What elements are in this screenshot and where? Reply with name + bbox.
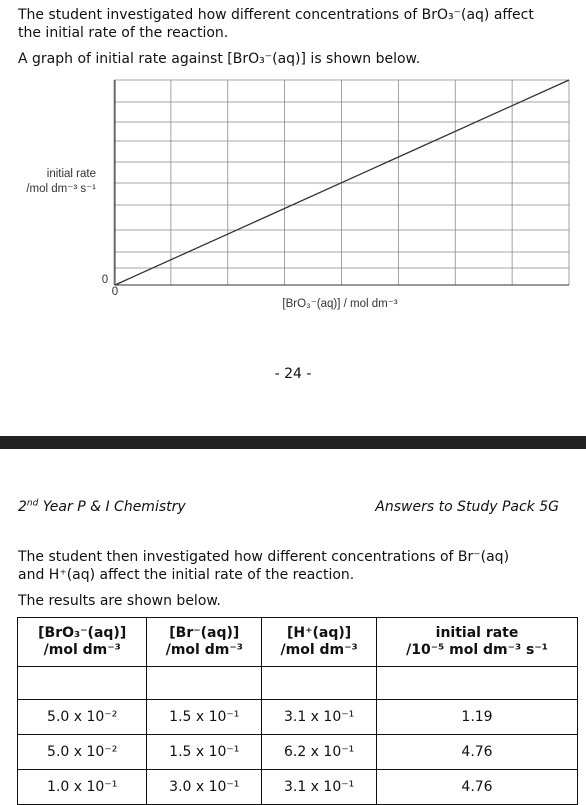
table-row: 1.0 x 10⁻¹ 3.0 x 10⁻¹ 3.1 x 10⁻¹ 4.76 xyxy=(16,769,578,805)
x-origin-label: 0 xyxy=(112,286,118,298)
table-header-row: [BrO₃⁻(aq)]/mol dm⁻³ [Br⁻(aq)]/mol dm⁻³ … xyxy=(16,617,578,667)
header-initial-rate: initial rate/10⁻⁵ mol dm⁻³ s⁻¹ xyxy=(376,617,578,667)
rate-graph: initial rate /mol dm⁻³ s⁻¹ 0 0 [BrO₃⁻(aq… xyxy=(26,79,570,310)
table-cell: 3.0 x 10⁻¹ xyxy=(146,769,263,805)
intro-line-3: A graph of initial rate against [BrO₃⁻(a… xyxy=(18,51,421,67)
running-header-left: 2nd Year P & I Chemistry xyxy=(18,499,186,515)
header-course: Year P & I Chemistry xyxy=(38,499,186,515)
table-cell: 1.5 x 10⁻¹ xyxy=(146,734,263,770)
x-axis-label: [BrO₃⁻(aq)] / mol dm⁻³ xyxy=(282,298,397,310)
table-cell: 1.5 x 10⁻¹ xyxy=(146,699,263,735)
table-cell: 3.1 x 10⁻¹ xyxy=(261,769,378,805)
table-cell: 3.1 x 10⁻¹ xyxy=(261,699,378,735)
y-axis-label-line-1: initial rate xyxy=(47,168,96,180)
page-number: - 24 - xyxy=(274,366,312,382)
table-cell: 6.2 x 10⁻¹ xyxy=(261,734,378,770)
intro-line-2: the initial rate of the reaction. xyxy=(18,25,229,41)
y-origin-label: 0 xyxy=(102,274,108,286)
table-cell: 5.0 x 10⁻² xyxy=(16,734,148,770)
header-h: [H⁺(aq)]/mol dm⁻³ xyxy=(261,617,378,667)
header-year-suffix: nd xyxy=(26,498,39,509)
table-row: 5.0 x 10⁻² 1.5 x 10⁻¹ 6.2 x 10⁻¹ 4.76 xyxy=(16,734,578,770)
header-year: 2 xyxy=(18,499,27,515)
results-table: [BrO₃⁻(aq)]/mol dm⁻³ [Br⁻(aq)]/mol dm⁻³ … xyxy=(16,617,578,805)
rate-line xyxy=(114,79,570,286)
table-row: 5.0 x 10⁻² 1.5 x 10⁻¹ 3.1 x 10⁻¹ 1.19 xyxy=(16,699,578,735)
intro-line-1: The student investigated how different c… xyxy=(18,7,534,23)
running-header-right: Answers to Study Pack 5G xyxy=(375,499,559,515)
y-axis-label-line-2: /mol dm⁻³ s⁻¹ xyxy=(26,183,96,195)
table-cell: 1.19 xyxy=(376,699,578,735)
header-br: [Br⁻(aq)]/mol dm⁻³ xyxy=(146,617,263,667)
table-cell: 5.0 x 10⁻² xyxy=(16,699,148,735)
body-line-2: and H⁺(aq) affect the initial rate of th… xyxy=(18,567,355,583)
header-bro3: [BrO₃⁻(aq)]/mol dm⁻³ xyxy=(16,617,148,667)
body-line-1: The student then investigated how differ… xyxy=(18,549,510,565)
body-line-3: The results are shown below. xyxy=(18,593,222,609)
page-divider-band xyxy=(0,436,586,449)
table-cell: 4.76 xyxy=(376,769,578,805)
table-cell: 1.0 x 10⁻¹ xyxy=(16,769,148,805)
table-cell: 4.76 xyxy=(376,734,578,770)
